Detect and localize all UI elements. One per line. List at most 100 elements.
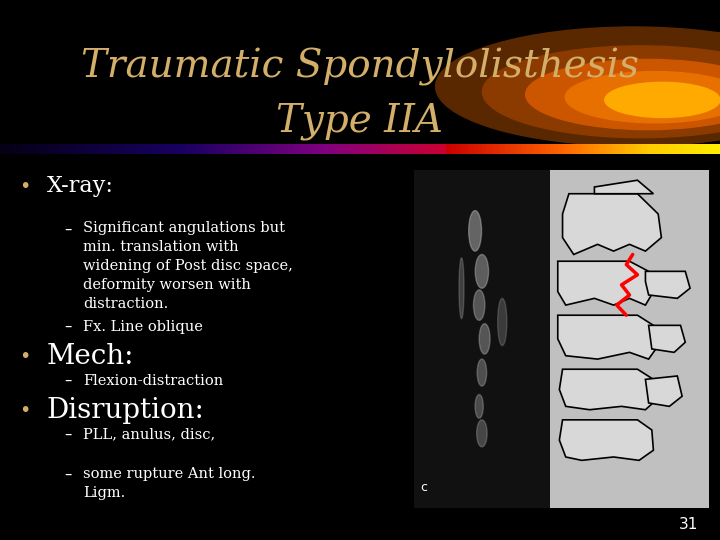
Polygon shape xyxy=(558,315,658,359)
Bar xyxy=(65,144,67,154)
Bar xyxy=(703,144,706,154)
Bar xyxy=(439,144,441,154)
Bar xyxy=(698,144,701,154)
Bar xyxy=(358,144,360,154)
Text: c: c xyxy=(420,481,427,494)
Bar xyxy=(677,144,679,154)
Bar xyxy=(5,144,7,154)
Bar xyxy=(506,144,509,154)
Bar xyxy=(655,144,657,154)
Bar xyxy=(67,144,70,154)
Bar xyxy=(228,144,230,154)
Bar xyxy=(461,144,463,154)
Bar xyxy=(355,144,358,154)
Bar xyxy=(197,144,199,154)
Bar xyxy=(468,144,470,154)
Bar xyxy=(283,144,286,154)
Bar xyxy=(360,144,362,154)
Bar xyxy=(307,144,310,154)
Bar xyxy=(585,144,588,154)
Bar xyxy=(9,144,12,154)
Bar xyxy=(36,144,38,154)
Bar xyxy=(367,144,369,154)
Bar xyxy=(495,144,497,154)
Bar xyxy=(593,144,595,154)
Bar xyxy=(715,144,718,154)
Bar xyxy=(441,144,444,154)
Bar xyxy=(689,144,691,154)
Bar xyxy=(456,144,459,154)
Bar xyxy=(38,144,41,154)
Text: Traumatic Spondylolisthesis: Traumatic Spondylolisthesis xyxy=(81,49,639,86)
Bar xyxy=(24,144,27,154)
Bar xyxy=(533,144,535,154)
Bar xyxy=(113,144,115,154)
Bar xyxy=(497,144,499,154)
Bar xyxy=(261,144,264,154)
Bar xyxy=(662,144,665,154)
Text: Significant angulations but
min. translation with
widening of Post disc space,
d: Significant angulations but min. transla… xyxy=(83,221,292,311)
Bar xyxy=(432,144,434,154)
Bar xyxy=(708,144,711,154)
Bar xyxy=(302,144,305,154)
Bar xyxy=(168,144,171,154)
Bar xyxy=(477,144,480,154)
Bar xyxy=(346,144,348,154)
Bar xyxy=(377,144,379,154)
Bar xyxy=(14,144,17,154)
Text: 31: 31 xyxy=(679,517,698,532)
Bar xyxy=(410,144,413,154)
Ellipse shape xyxy=(482,46,720,138)
Bar xyxy=(137,144,139,154)
Bar xyxy=(499,144,502,154)
Bar xyxy=(636,144,639,154)
Bar xyxy=(571,144,574,154)
Bar xyxy=(540,144,542,154)
Bar xyxy=(286,144,288,154)
Bar xyxy=(535,144,538,154)
Bar xyxy=(567,144,569,154)
Bar xyxy=(276,144,279,154)
Bar xyxy=(130,144,132,154)
Ellipse shape xyxy=(459,258,464,319)
Bar xyxy=(252,144,254,154)
Bar xyxy=(315,144,317,154)
Bar xyxy=(706,144,708,154)
Text: •: • xyxy=(19,177,31,196)
Bar xyxy=(180,144,182,154)
Bar xyxy=(81,144,84,154)
Bar xyxy=(679,144,682,154)
Bar xyxy=(576,144,578,154)
Bar xyxy=(144,144,146,154)
Bar xyxy=(665,144,667,154)
Bar xyxy=(384,144,387,154)
Bar xyxy=(125,144,127,154)
Bar xyxy=(333,144,336,154)
Bar xyxy=(511,144,513,154)
Bar xyxy=(173,144,175,154)
Bar xyxy=(621,144,624,154)
Bar xyxy=(257,144,259,154)
Bar xyxy=(182,144,185,154)
Bar xyxy=(619,144,621,154)
Bar xyxy=(266,144,269,154)
Bar xyxy=(305,144,307,154)
Bar xyxy=(338,144,341,154)
Bar xyxy=(682,144,684,154)
Bar xyxy=(588,144,590,154)
Bar xyxy=(194,144,197,154)
Bar xyxy=(189,144,192,154)
Bar xyxy=(2,144,5,154)
Bar xyxy=(84,144,86,154)
Bar xyxy=(598,144,600,154)
Bar xyxy=(63,144,65,154)
Bar xyxy=(430,144,432,154)
Bar xyxy=(207,144,209,154)
Bar xyxy=(449,144,451,154)
Bar xyxy=(300,144,302,154)
Bar xyxy=(233,144,235,154)
Bar xyxy=(603,144,605,154)
Bar xyxy=(595,144,598,154)
Ellipse shape xyxy=(474,290,485,320)
Bar xyxy=(650,144,653,154)
